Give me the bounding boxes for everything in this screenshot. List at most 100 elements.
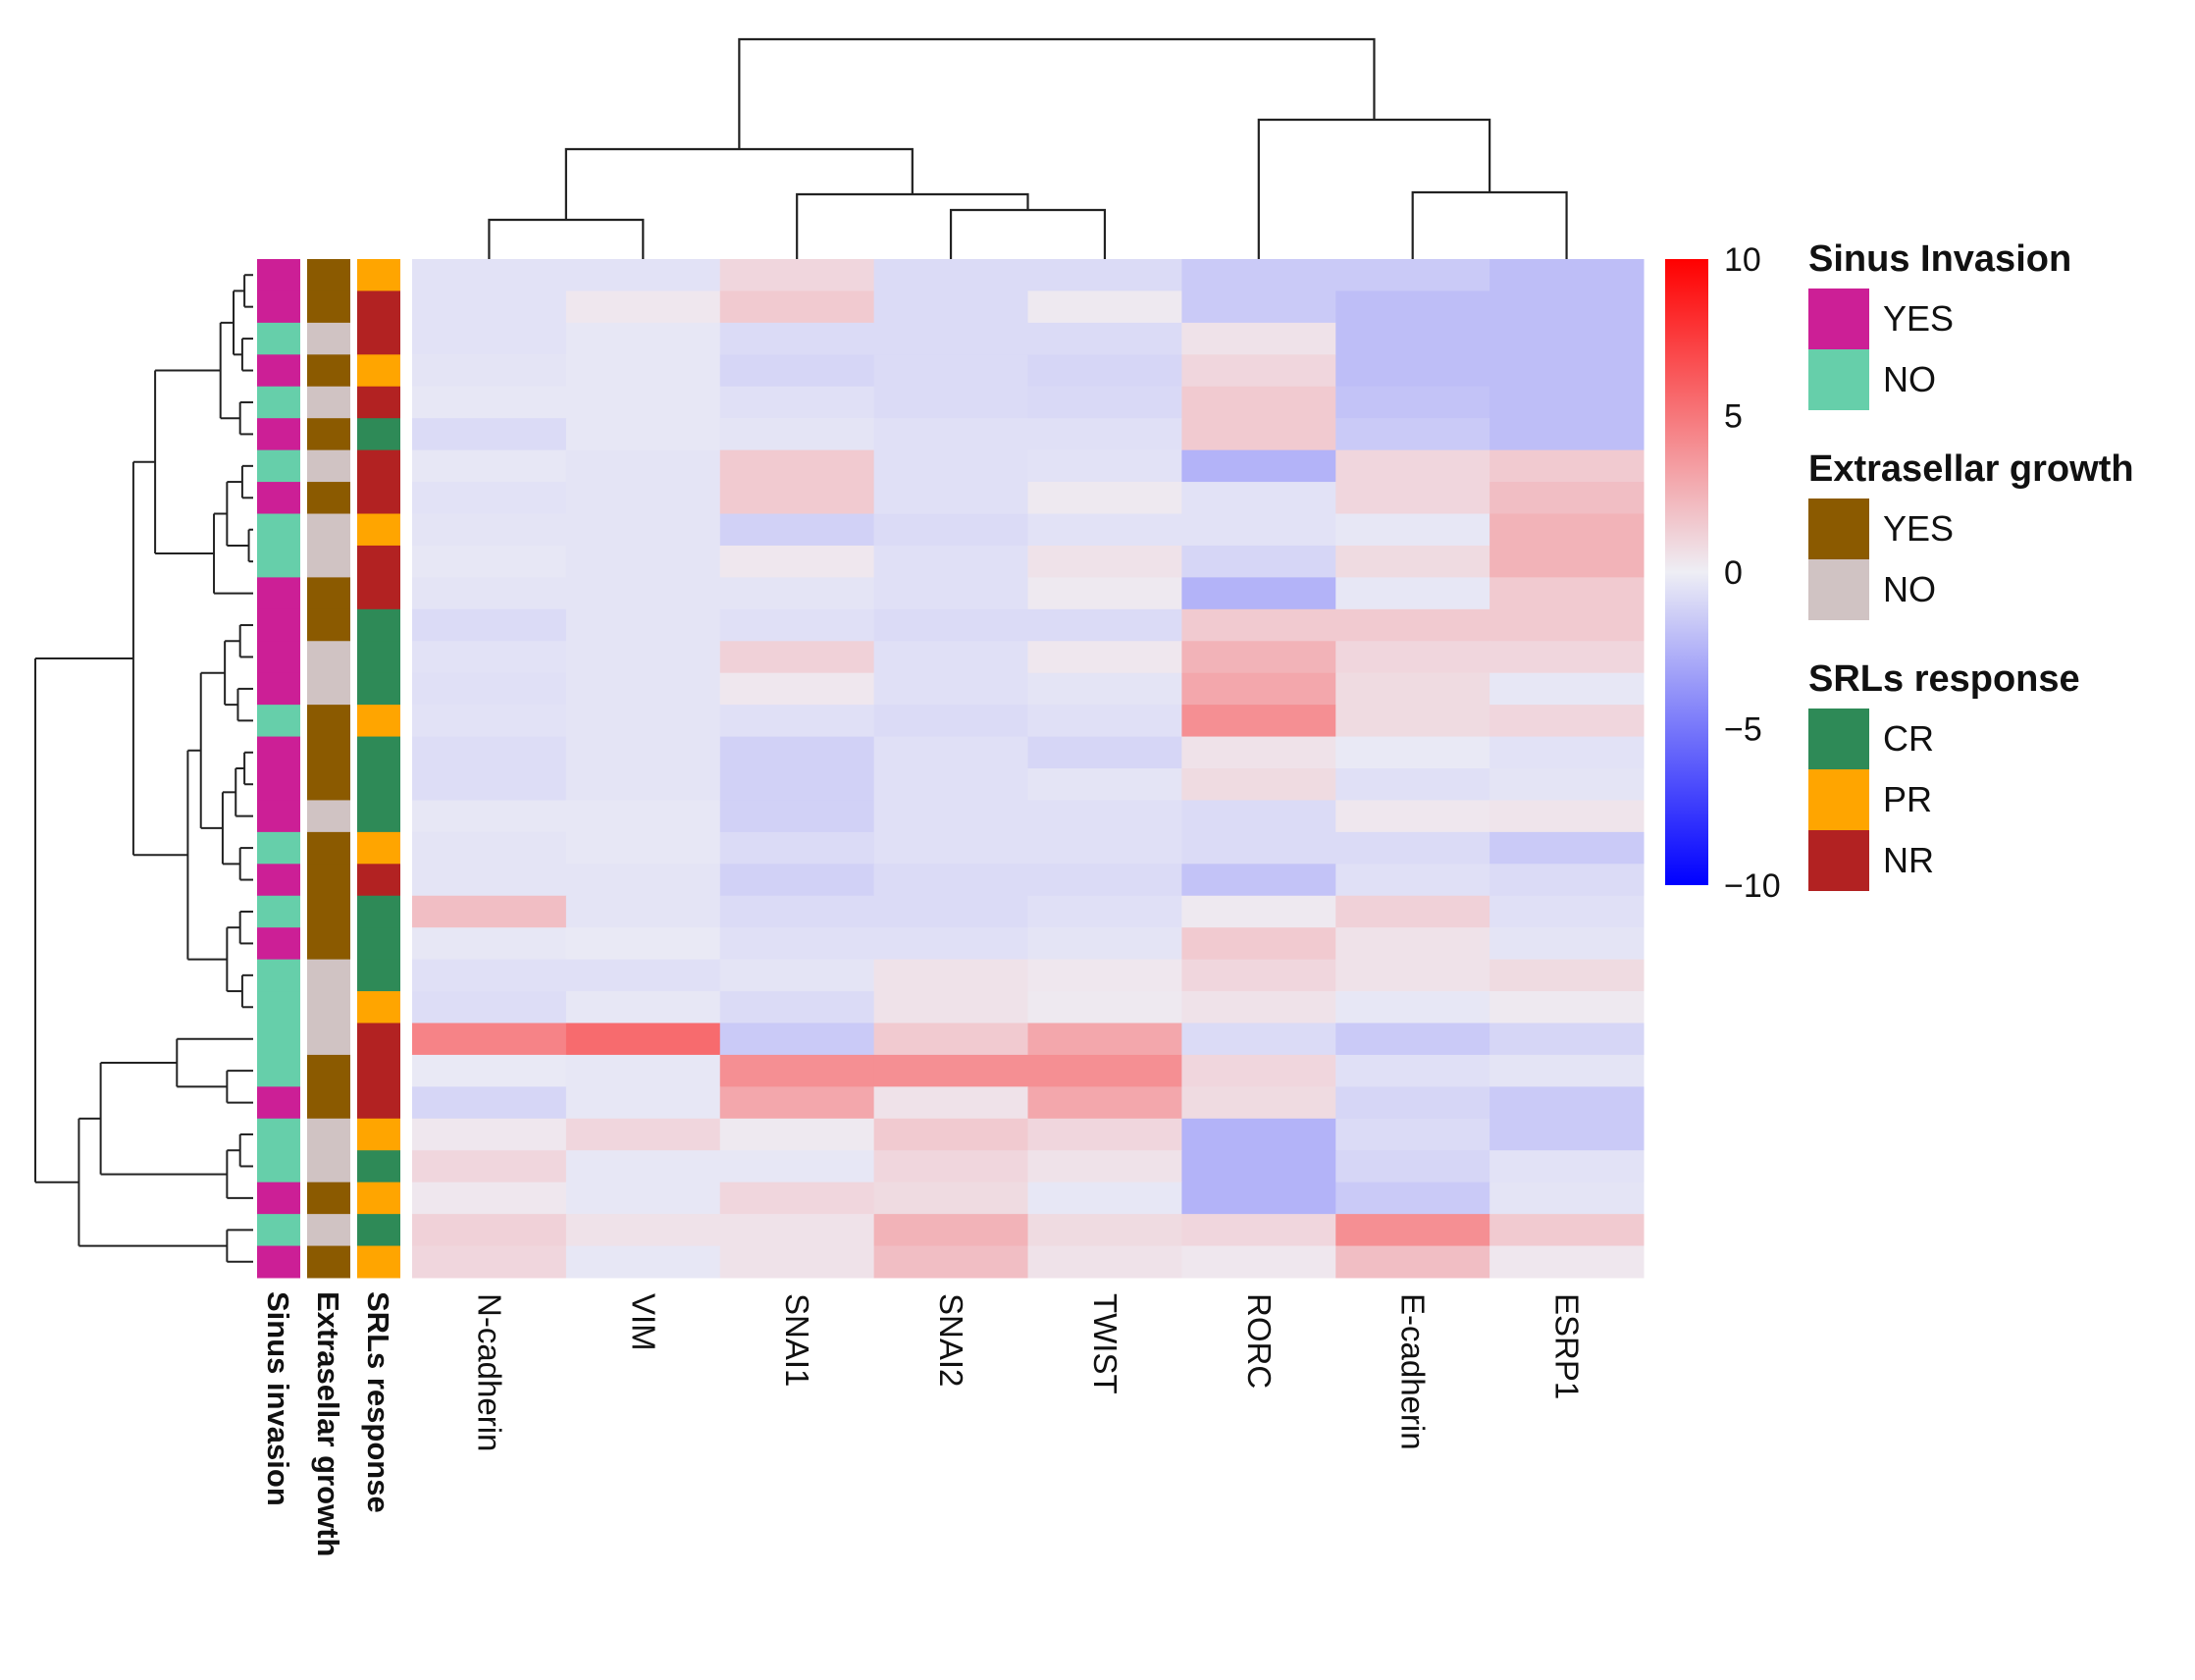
heatmap-cell — [873, 705, 1028, 738]
heatmap-cell — [565, 418, 721, 451]
heatmap-cell — [565, 482, 721, 514]
heatmap-cell — [1489, 768, 1645, 801]
heatmap-cell — [1489, 1245, 1645, 1279]
heatmap-cell — [1335, 1054, 1490, 1087]
annotation-cell-sinus — [257, 545, 300, 578]
heatmap-cell — [1489, 290, 1645, 324]
legend-title: Sinus Invasion — [1808, 238, 2071, 280]
heatmap-cell — [1027, 1181, 1182, 1215]
heatmap-cell — [412, 1086, 567, 1120]
heatmap-cell — [1027, 959, 1182, 992]
legend-swatch — [1808, 499, 1869, 559]
column-dendrogram-branch — [949, 208, 1107, 259]
annotation-cell-extra — [307, 959, 350, 992]
heatmap-cell — [873, 672, 1028, 706]
annotation-cell-sinus — [257, 959, 300, 992]
annotation-cell-extra — [307, 449, 350, 483]
heatmap-cell — [1489, 800, 1645, 833]
heatmap-cell — [565, 768, 721, 801]
annotation-cell-sinus — [257, 895, 300, 928]
heatmap-cell — [1027, 831, 1182, 865]
annotation-cell-srl — [357, 1214, 400, 1247]
annotation-cell-srl — [357, 386, 400, 419]
annotation-cell-srl — [357, 449, 400, 483]
annotation-cell-sinus — [257, 1245, 300, 1279]
heatmap-cell — [412, 1118, 567, 1151]
heatmap-cell — [1181, 1023, 1336, 1056]
annotation-cell-extra — [307, 1023, 350, 1056]
heatmap-cell — [873, 418, 1028, 451]
heatmap-cell — [719, 705, 875, 738]
heatmap-cell — [412, 418, 567, 451]
heatmap-cell — [719, 354, 875, 388]
heatmap-cell — [719, 449, 875, 483]
heatmap-cell — [719, 1214, 875, 1247]
heatmap-cell — [873, 1245, 1028, 1279]
annotation-cell-extra — [307, 354, 350, 388]
heatmap-cell — [873, 800, 1028, 833]
heatmap-cell — [1489, 705, 1645, 738]
heatmap-cell — [1027, 1118, 1182, 1151]
heatmap-cell — [1489, 831, 1645, 865]
heatmap-cell — [1181, 800, 1336, 833]
heatmap-cell — [873, 1214, 1028, 1247]
heatmap-cell — [1489, 641, 1645, 674]
heatmap-cell — [412, 449, 567, 483]
heatmap-cell — [873, 577, 1028, 610]
heatmap-cell — [1181, 1086, 1336, 1120]
heatmap-cell — [1335, 1150, 1490, 1183]
heatmap-cell — [1181, 290, 1336, 324]
heatmap-cell — [1335, 322, 1490, 355]
heatmap-cell — [1335, 1086, 1490, 1120]
heatmap-cell — [1181, 449, 1336, 483]
annotation-cell-extra — [307, 672, 350, 706]
heatmap-cell — [873, 959, 1028, 992]
heatmap-cell — [719, 322, 875, 355]
heatmap-cell — [719, 1054, 875, 1087]
heatmap-cell — [1335, 259, 1490, 291]
heatmap-cell — [565, 831, 721, 865]
heatmap-cell — [565, 1214, 721, 1247]
column-label: SNAI1 — [779, 1293, 815, 1387]
heatmap-cell — [412, 641, 567, 674]
heatmap-cell — [1027, 322, 1182, 355]
heatmap-cell — [1181, 418, 1336, 451]
heatmap-cell — [565, 513, 721, 547]
heatmap-cell — [565, 864, 721, 897]
legend-entry-label: NR — [1883, 840, 1934, 880]
heatmap-cell — [412, 1054, 567, 1087]
annotation-cell-extra — [307, 259, 350, 291]
heatmap-cell — [719, 1181, 875, 1215]
annotation-cell-sinus — [257, 1023, 300, 1056]
heatmap-cell — [1335, 959, 1490, 992]
heatmap-cell — [873, 991, 1028, 1024]
annotation-cell-sinus — [257, 705, 300, 738]
heatmap-cell — [1027, 1086, 1182, 1120]
legend-title: SRLs response — [1808, 658, 2080, 700]
annotation-cell-srl — [357, 482, 400, 514]
annotation-cell-extra — [307, 290, 350, 324]
heatmap-cell — [719, 991, 875, 1024]
heatmap-cell — [1335, 1023, 1490, 1056]
heatmap-cell — [1335, 800, 1490, 833]
heatmap-cell — [1027, 577, 1182, 610]
heatmap-cell — [719, 259, 875, 291]
colorbar-tick-label: 0 — [1724, 554, 1743, 592]
heatmap-cell — [873, 864, 1028, 897]
heatmap-cell — [1489, 577, 1645, 610]
heatmap-cell — [873, 290, 1028, 324]
heatmap-cell — [873, 322, 1028, 355]
annotation-cell-srl — [357, 577, 400, 610]
annotation-cell-srl — [357, 1150, 400, 1183]
heatmap-cell — [1181, 482, 1336, 514]
heatmap-cell — [1335, 705, 1490, 738]
heatmap-cell — [1335, 1245, 1490, 1279]
annotation-cell-srl — [357, 513, 400, 547]
heatmap-cell — [1027, 736, 1182, 769]
column-dendrogram-branch — [796, 192, 1029, 259]
heatmap-cell — [1489, 545, 1645, 578]
heatmap-cell — [1181, 1150, 1336, 1183]
annotation-cell-sinus — [257, 354, 300, 388]
heatmap-cell — [1489, 1150, 1645, 1183]
heatmap-cell — [1181, 322, 1336, 355]
